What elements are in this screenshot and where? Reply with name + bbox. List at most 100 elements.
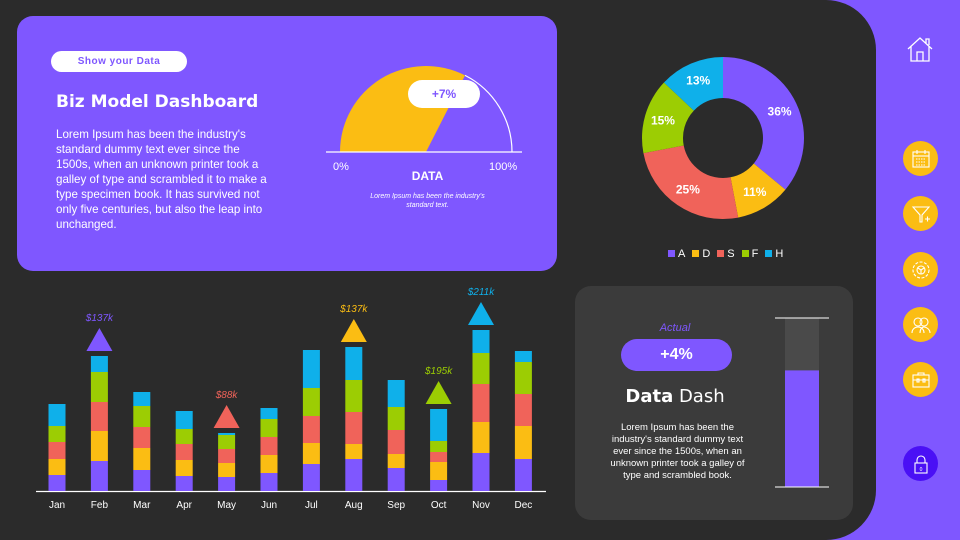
bar-segment-Jan-1 xyxy=(48,459,66,475)
bar-segment-Sep-1 xyxy=(387,454,405,468)
filter-add-button[interactable] xyxy=(903,196,938,231)
gauge-max-label: 100% xyxy=(489,161,518,173)
intro-paragraph: Lorem Ipsum has been the industry's stan… xyxy=(56,128,267,231)
bar-segment-Jul-4 xyxy=(302,350,320,388)
bar-segment-Aug-0 xyxy=(345,459,363,491)
users-icon xyxy=(910,316,931,333)
donut-value-label: 11% xyxy=(743,185,767,199)
bar-segment-Jan-3 xyxy=(48,426,66,442)
bar-segment-Jul-0 xyxy=(302,464,320,491)
bar-segment-Apr-2 xyxy=(175,444,193,460)
bar-segment-Aug-1 xyxy=(345,444,363,459)
gauge-subtitle: Lorem Ipsum has been the industry's stan… xyxy=(370,193,485,209)
bar-segment-Apr-1 xyxy=(175,460,193,476)
bar-segment-Jan-4 xyxy=(48,404,66,426)
legend-swatch xyxy=(717,250,725,257)
donut-value-label: 13% xyxy=(686,74,710,88)
donut-slice-A xyxy=(723,57,804,190)
legend-label: H xyxy=(775,248,784,260)
x-tick-label: May xyxy=(217,500,236,511)
donut-value-label: 15% xyxy=(651,114,675,128)
legend-label: D xyxy=(702,248,711,260)
donut-slice-S xyxy=(643,145,739,219)
legend-label: A xyxy=(678,248,686,260)
annotation-label: $195k xyxy=(424,366,453,377)
briefcase-button[interactable] xyxy=(903,362,938,397)
bar-segment-Apr-0 xyxy=(175,476,193,491)
bar-segment-Mar-1 xyxy=(133,448,151,470)
bar-segment-Apr-4 xyxy=(175,411,193,429)
legend-item-D: D xyxy=(692,248,710,260)
bar-segment-Dec-0 xyxy=(514,459,532,491)
bar-segment-Mar-3 xyxy=(133,406,151,427)
donut-slice-F xyxy=(642,82,694,154)
calendar-button[interactable] xyxy=(903,141,938,176)
x-tick-label: Mar xyxy=(133,500,151,511)
annotation-label: $137k xyxy=(85,313,114,324)
bar-segment-May-4 xyxy=(218,433,236,435)
panel-paragraph: Lorem Ipsum has been the industry's stan… xyxy=(610,422,745,481)
gauge-title: DATA xyxy=(411,169,444,183)
bar-segment-Feb-4 xyxy=(90,356,108,372)
show-data-button[interactable]: Show your Data xyxy=(51,51,187,72)
bar-segment-Mar-2 xyxy=(133,427,151,448)
donut-value-label: 36% xyxy=(768,104,792,118)
gauge-track xyxy=(464,74,513,153)
bar-segment-Jun-1 xyxy=(260,455,278,473)
gauge-badge: +7% xyxy=(408,80,480,108)
marker-triangle-May xyxy=(213,405,240,428)
bar-segment-Mar-0 xyxy=(133,470,151,491)
x-tick-label: Jul xyxy=(305,500,318,511)
marker-triangle-Oct xyxy=(425,381,452,404)
home-icon xyxy=(907,37,933,62)
bar-segment-Jan-2 xyxy=(48,442,66,459)
bar-segment-Jul-3 xyxy=(302,388,320,416)
lock-number: 0 xyxy=(919,467,922,473)
gear-icon xyxy=(911,260,930,279)
bar-segment-Dec-4 xyxy=(514,351,532,362)
bar-segment-Nov-1 xyxy=(472,422,490,453)
bar-segment-Sep-0 xyxy=(387,468,405,491)
settings-button[interactable] xyxy=(903,252,938,287)
donut-slice-H xyxy=(663,57,723,111)
bar-segment-Jan-0 xyxy=(48,475,66,491)
bar-segment-Jun-3 xyxy=(260,419,278,437)
bar-segment-Feb-2 xyxy=(90,402,108,431)
bar-segment-Aug-2 xyxy=(345,412,363,444)
legend-item-F: F xyxy=(741,248,758,260)
actual-label: Actual xyxy=(659,322,691,334)
panel-title-bold: Data xyxy=(625,386,674,407)
donut-slice-D xyxy=(730,163,786,218)
bar-segment-Aug-4 xyxy=(345,347,363,380)
bar-segment-Feb-3 xyxy=(90,372,108,402)
users-button[interactable] xyxy=(903,307,938,342)
marker-triangle-Nov xyxy=(468,302,494,325)
panel-title-rest: Dash xyxy=(673,386,725,407)
bar-segment-May-0 xyxy=(218,477,236,491)
bar-segment-Apr-3 xyxy=(175,429,193,444)
x-tick-label: Sep xyxy=(387,500,405,511)
bar-segment-Jun-2 xyxy=(260,437,278,455)
actual-badge: +4% xyxy=(621,339,732,371)
annotation-label: $88k xyxy=(215,390,239,401)
marker-triangle-Aug xyxy=(340,319,367,342)
x-tick-label: Aug xyxy=(345,500,363,511)
x-tick-label: Nov xyxy=(472,500,490,511)
level-bar-fill xyxy=(785,370,819,487)
bar-segment-Nov-0 xyxy=(472,453,490,491)
home-button[interactable] xyxy=(905,34,935,69)
bar-segment-Sep-4 xyxy=(387,380,405,407)
bar-segment-Oct-4 xyxy=(430,409,448,441)
legend-label: S xyxy=(727,248,735,260)
bar-segment-Dec-3 xyxy=(514,362,532,394)
bar-segment-Feb-0 xyxy=(90,461,108,491)
bar-segment-Jul-1 xyxy=(302,443,320,464)
annotation-label: $137k xyxy=(339,304,368,315)
marker-triangle-Feb xyxy=(86,328,113,351)
bar-segment-Oct-0 xyxy=(430,480,448,491)
lock-button[interactable]: 0 xyxy=(903,446,938,481)
bar-segment-Aug-3 xyxy=(345,380,363,412)
x-tick-label: Dec xyxy=(515,500,533,511)
